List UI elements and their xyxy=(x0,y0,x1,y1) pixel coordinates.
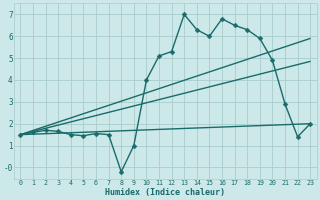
X-axis label: Humidex (Indice chaleur): Humidex (Indice chaleur) xyxy=(105,188,225,197)
